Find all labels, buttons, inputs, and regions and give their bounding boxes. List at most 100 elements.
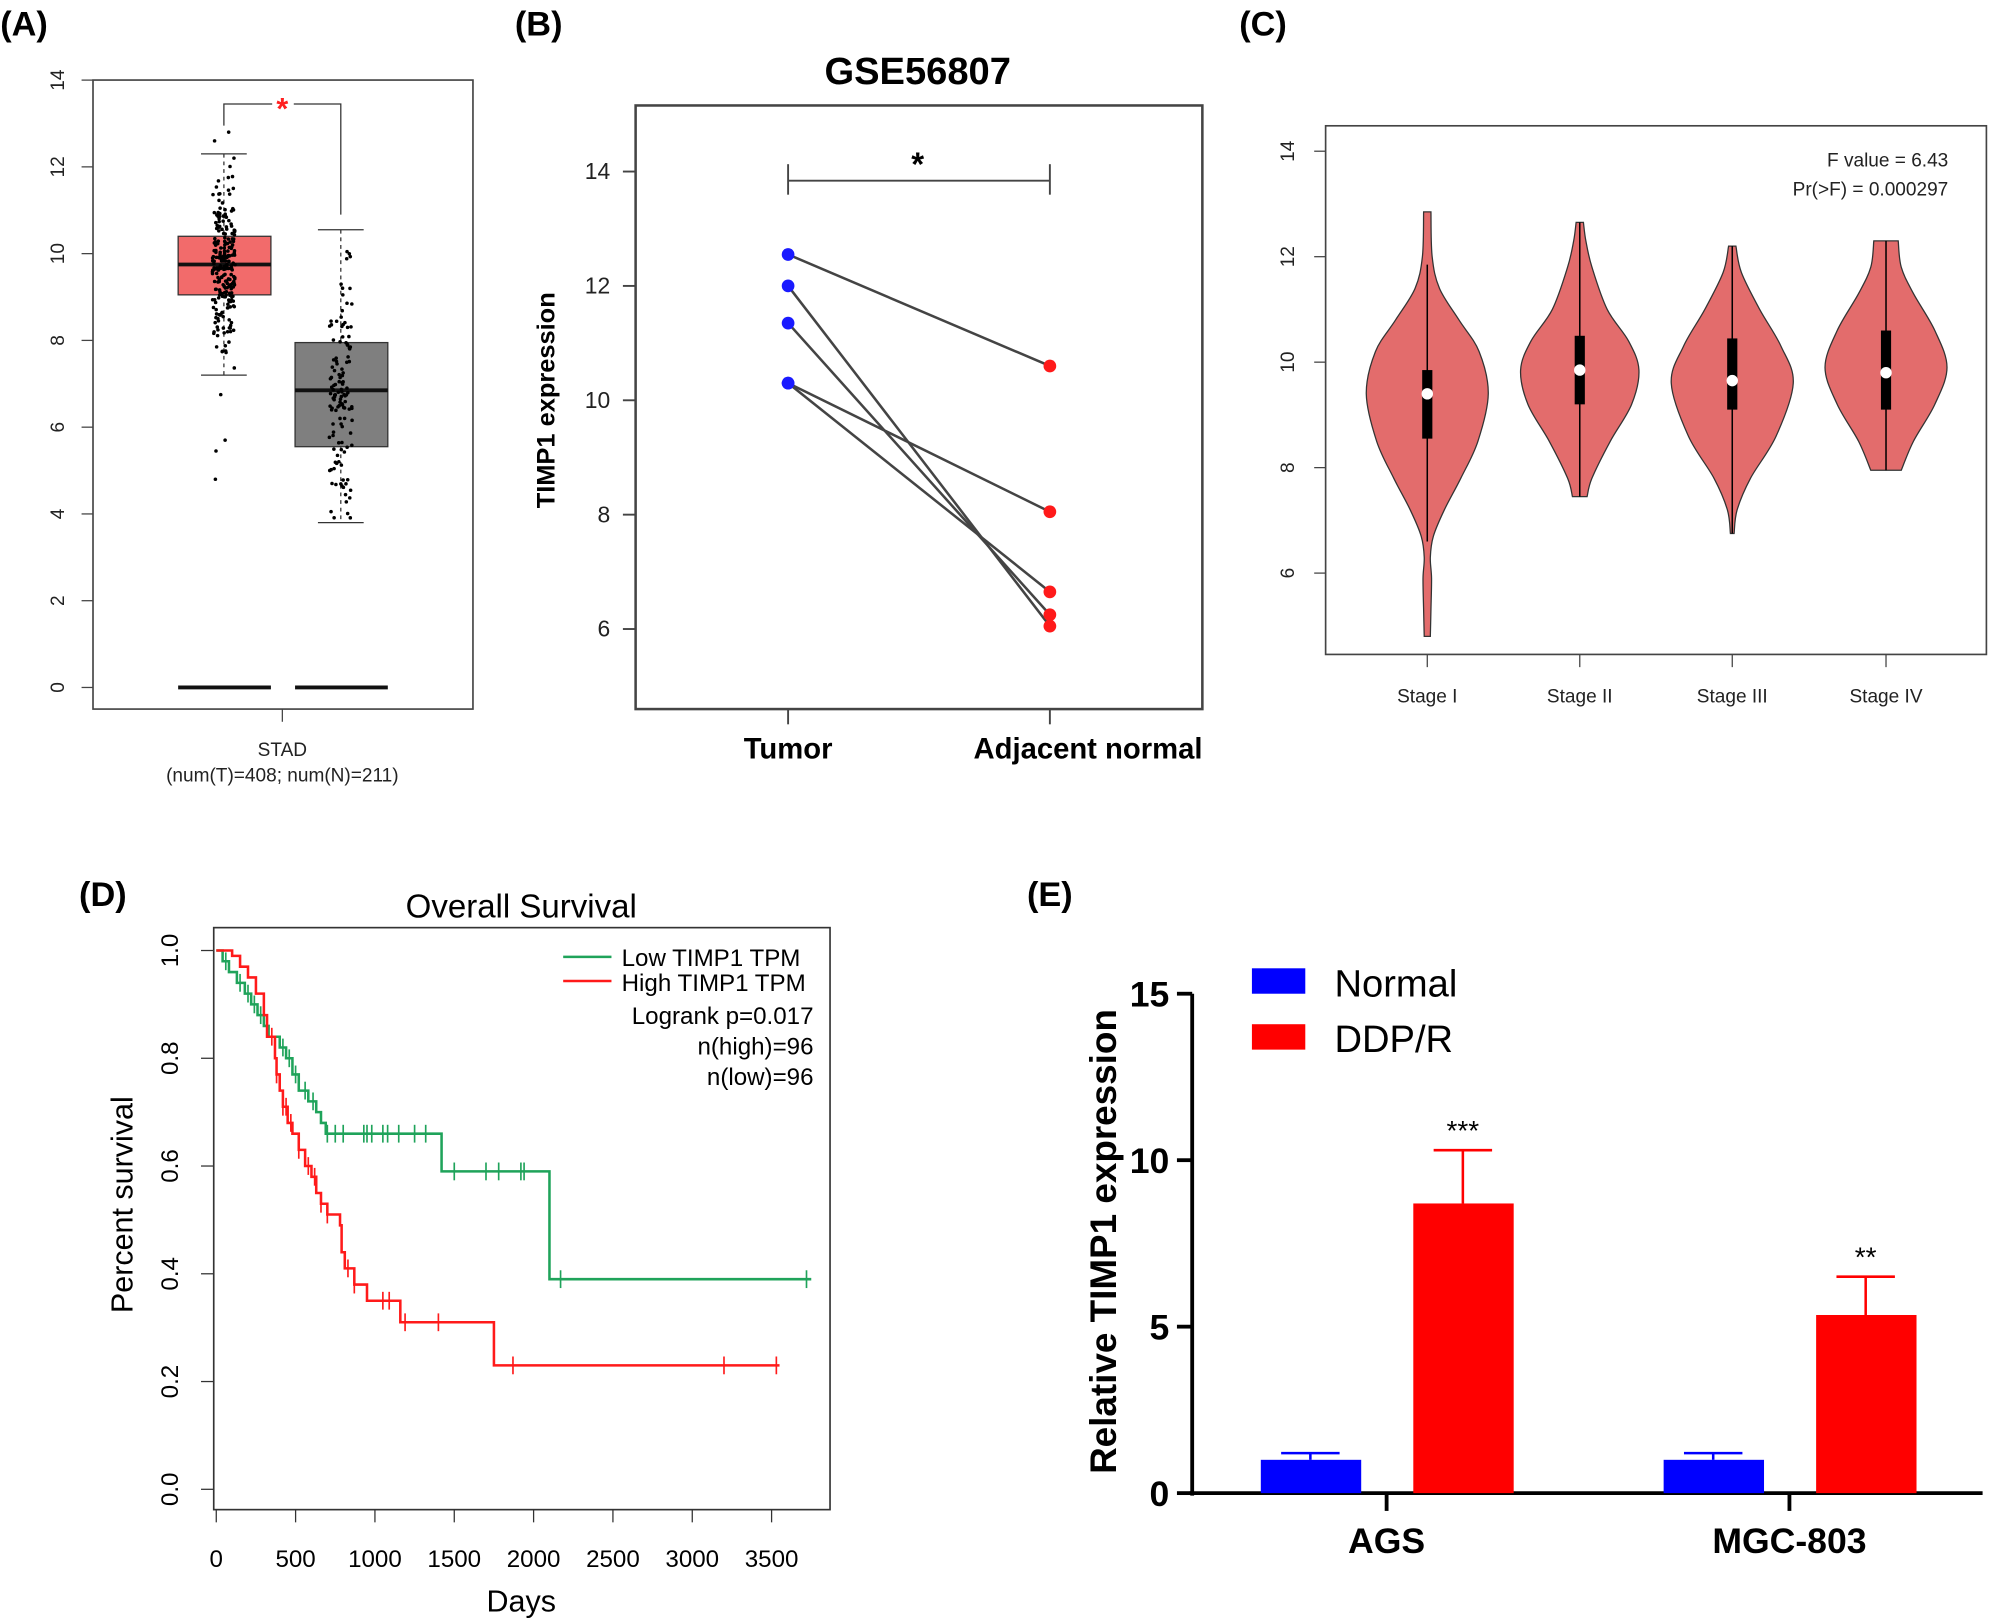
jitter-point bbox=[327, 435, 332, 440]
panel-e-bar: Relative TIMP1 expression Normal DDP/R 0… bbox=[1083, 962, 1983, 1561]
outlier-point bbox=[214, 449, 218, 453]
jitter-point bbox=[332, 397, 336, 402]
x-tick-label: Tumor bbox=[744, 734, 833, 766]
panel-label-c: (C) bbox=[1239, 6, 1287, 44]
plot-frame bbox=[634, 104, 1204, 711]
plot-frame bbox=[212, 926, 831, 1511]
violin-median bbox=[1574, 364, 1586, 376]
jitter-point bbox=[220, 311, 224, 315]
y-tick-label: 10 bbox=[585, 387, 610, 413]
outlier-point bbox=[226, 130, 231, 134]
jitter-point bbox=[341, 322, 345, 327]
jitter-point bbox=[214, 312, 219, 316]
significance-stars: ** bbox=[1855, 1242, 1877, 1273]
jitter-point bbox=[335, 453, 340, 458]
y-tick-label: 12 bbox=[1278, 246, 1299, 267]
y-tick-label: 0.4 bbox=[157, 1257, 184, 1291]
x-tick-label: 1500 bbox=[427, 1546, 481, 1573]
panel-c-violin: F value = 6.43 Pr(>F) = 0.000297 6 8 10 12 1… bbox=[1278, 124, 1988, 708]
significance-star: * bbox=[276, 92, 288, 126]
jitter-point bbox=[227, 259, 231, 264]
jitter-point bbox=[210, 258, 215, 263]
outlier-point bbox=[212, 139, 217, 143]
jitter-point bbox=[229, 246, 234, 251]
jitter-point bbox=[212, 210, 217, 215]
jitter-point bbox=[214, 226, 219, 231]
jitter-point bbox=[228, 164, 232, 169]
jitter-point bbox=[332, 447, 336, 451]
jitter-point bbox=[214, 271, 219, 276]
jitter-point bbox=[227, 340, 231, 344]
jitter-point bbox=[215, 325, 220, 329]
x-tick-label: AGS bbox=[1348, 1521, 1425, 1561]
jitter-point bbox=[347, 334, 351, 339]
jitter-point bbox=[229, 320, 234, 325]
jitter-point bbox=[222, 331, 226, 335]
jitter-point bbox=[339, 282, 343, 286]
bar-ddpr bbox=[1413, 1203, 1514, 1494]
jitter-point bbox=[345, 325, 350, 330]
jitter-point bbox=[334, 482, 338, 487]
y-tick-label: 15 bbox=[1130, 974, 1170, 1014]
legend-label-low: Low TIMP1 TPM bbox=[622, 945, 801, 972]
jitter-point bbox=[339, 463, 344, 467]
jitter-point bbox=[227, 218, 231, 223]
y-tick-label: 8 bbox=[1278, 462, 1299, 473]
y-tick-label: 0.0 bbox=[157, 1473, 184, 1507]
jitter-point bbox=[340, 390, 344, 394]
y-tick-label: 6 bbox=[597, 616, 610, 642]
jitter-point bbox=[327, 324, 332, 328]
y-tick-label: 5 bbox=[1150, 1307, 1170, 1347]
jitter-point bbox=[231, 186, 236, 191]
jitter-point bbox=[346, 355, 350, 359]
jitter-point bbox=[221, 231, 226, 236]
y-tick-label: 0.2 bbox=[157, 1365, 184, 1399]
jitter-point bbox=[213, 300, 218, 305]
x-tick-label: Stage IV bbox=[1849, 687, 1922, 708]
pair-line bbox=[787, 381, 1051, 513]
jitter-point bbox=[330, 365, 335, 369]
y-tick-label: 2 bbox=[48, 595, 69, 606]
jitter-point bbox=[334, 408, 338, 413]
jitter-point bbox=[225, 330, 230, 334]
panel-label-e: (E) bbox=[1027, 876, 1073, 914]
jitter-point bbox=[350, 405, 354, 409]
y-tick-label: 0 bbox=[48, 682, 69, 693]
jitter-point bbox=[224, 293, 228, 297]
y-tick-label: 10 bbox=[1278, 352, 1299, 373]
jitter-point bbox=[223, 235, 227, 240]
jitter-point bbox=[213, 287, 218, 292]
jitter-point bbox=[222, 253, 226, 258]
jitter-point bbox=[336, 441, 341, 445]
jitter-point bbox=[348, 431, 353, 435]
jitter-point bbox=[229, 291, 234, 295]
jitter-point bbox=[221, 314, 225, 319]
jitter-point bbox=[350, 302, 354, 306]
jitter-point bbox=[225, 265, 229, 270]
jitter-point bbox=[341, 485, 346, 490]
jitter-point bbox=[350, 418, 354, 423]
jitter-point bbox=[334, 356, 338, 360]
jitter-point bbox=[212, 279, 217, 284]
jitter-point bbox=[217, 192, 221, 196]
jitter-point bbox=[347, 359, 352, 364]
x-tick-sublabel: (num(T)=408; num(N)=211) bbox=[166, 766, 399, 787]
jitter-point bbox=[348, 286, 352, 291]
x-tick-label: 2000 bbox=[507, 1546, 561, 1573]
bar-normal bbox=[1663, 1459, 1765, 1494]
jitter-point bbox=[340, 440, 344, 445]
jitter-point bbox=[230, 253, 235, 257]
jitter-point bbox=[210, 271, 215, 276]
significance-star: * bbox=[911, 146, 924, 183]
jitter-point bbox=[348, 496, 352, 500]
jitter-point bbox=[340, 286, 345, 290]
jitter-point bbox=[217, 277, 222, 282]
jitter-point bbox=[340, 367, 344, 371]
jitter-point bbox=[340, 335, 345, 339]
normal-point bbox=[1043, 505, 1057, 519]
jitter-point bbox=[230, 281, 235, 286]
tumor-point bbox=[781, 376, 795, 390]
jitter-point bbox=[327, 468, 332, 473]
jitter-point bbox=[229, 272, 233, 277]
jitter-point bbox=[214, 185, 219, 189]
